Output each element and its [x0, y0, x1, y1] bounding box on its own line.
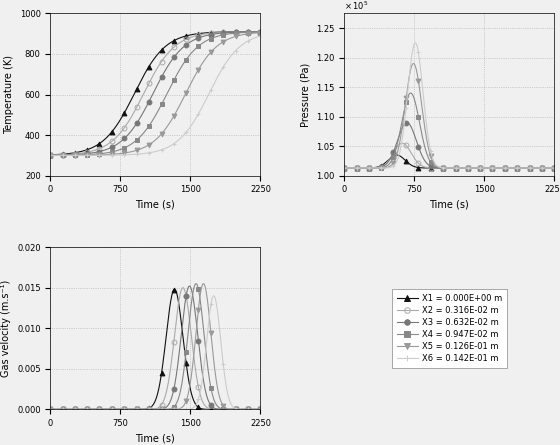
X-axis label: Time (s): Time (s) — [136, 434, 175, 444]
X-axis label: Time (s): Time (s) — [430, 200, 469, 210]
Text: $\times\,10^{5}$: $\times\,10^{5}$ — [344, 0, 368, 12]
X-axis label: Time (s): Time (s) — [136, 200, 175, 210]
Legend: X1 = 0.000E+00 m, X2 = 0.316E-02 m, X3 = 0.632E-02 m, X4 = 0.947E-02 m, X5 = 0.1: X1 = 0.000E+00 m, X2 = 0.316E-02 m, X3 =… — [392, 289, 507, 368]
Y-axis label: Temperature (K): Temperature (K) — [4, 55, 14, 134]
Y-axis label: Pressure (Pa): Pressure (Pa) — [301, 62, 311, 127]
Y-axis label: Gas velocity (m.s⁻¹): Gas velocity (m.s⁻¹) — [2, 279, 12, 377]
